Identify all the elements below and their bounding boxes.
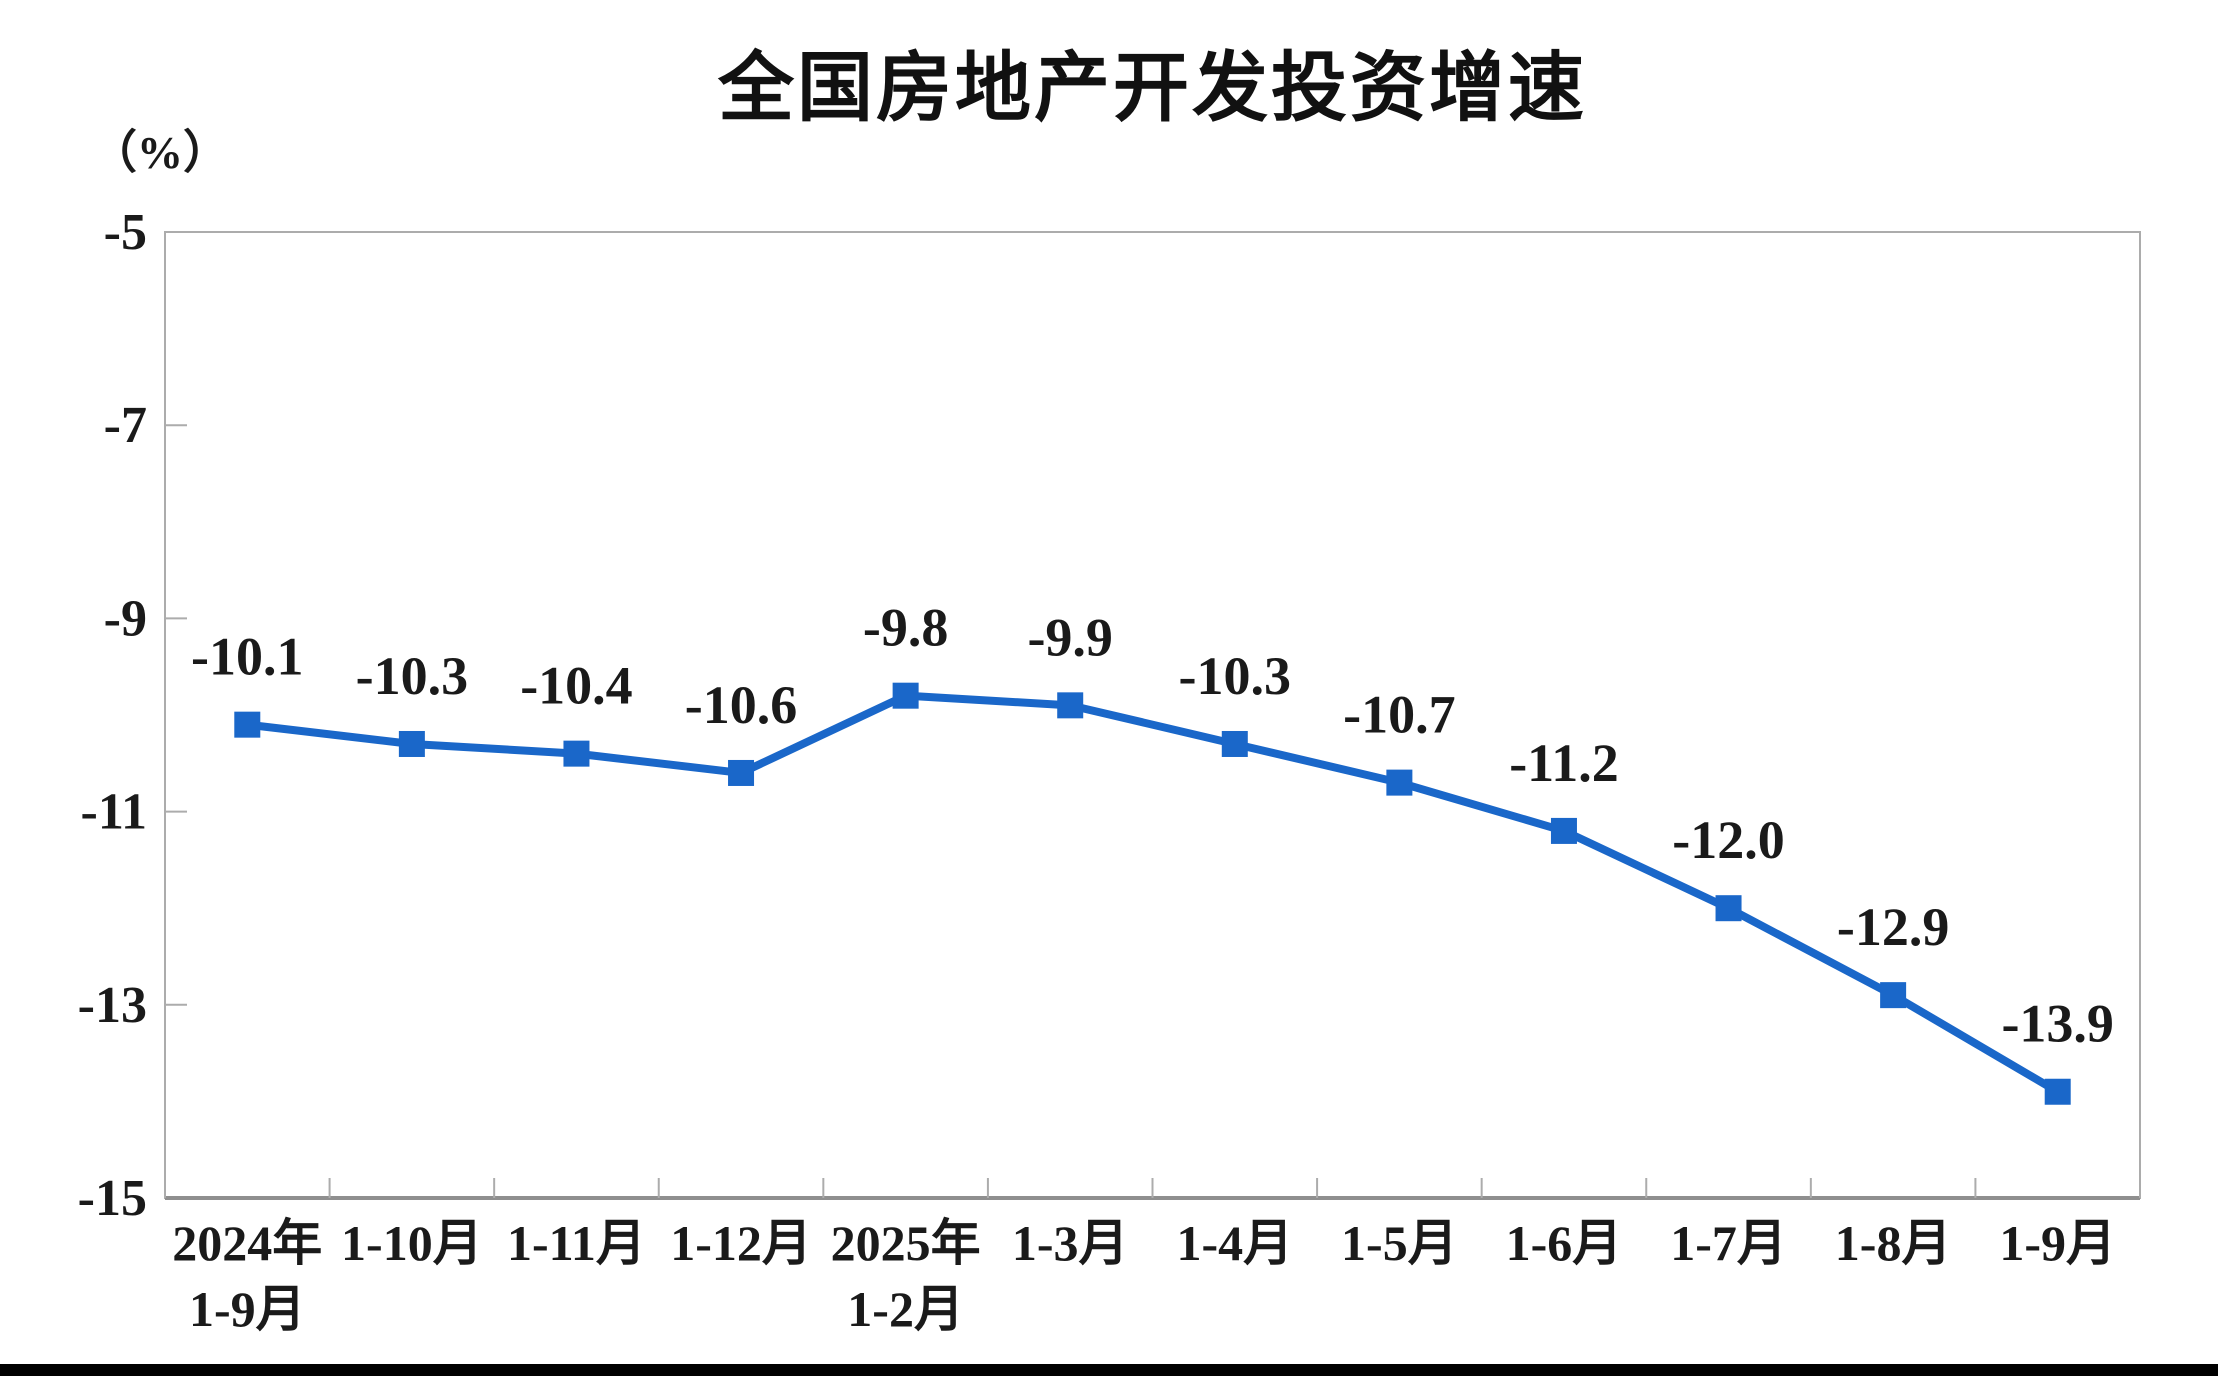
data-point-label: -12.9	[1837, 897, 1949, 957]
data-point-marker	[1221, 730, 1248, 757]
x-axis-tick-label: 2024年	[172, 1215, 322, 1271]
data-point-marker	[1880, 982, 1907, 1009]
y-axis-tick-label: -9	[104, 590, 147, 647]
data-point-marker	[892, 682, 919, 709]
x-axis-tick-label: 2025年	[831, 1215, 981, 1271]
data-point-marker	[563, 740, 590, 767]
series-line	[243, 691, 2062, 1096]
chart-title: 全国房地产开发投资增速	[718, 46, 1587, 131]
x-axis-tick-label: 1-3月	[1012, 1215, 1129, 1271]
x-axis-tick-label: 1-5月	[1341, 1215, 1458, 1271]
data-point-label: -10.3	[1179, 646, 1291, 706]
data-point-marker	[1057, 692, 1084, 719]
x-axis-tick-label: 1-8月	[1835, 1215, 1952, 1271]
x-axis-tick-label: 1-12月	[670, 1215, 812, 1271]
x-axis-tick-label: 1-10月	[341, 1215, 483, 1271]
data-point-marker	[2044, 1078, 2071, 1105]
data-point-label: -9.8	[863, 598, 948, 658]
data-point-marker	[728, 759, 755, 786]
x-axis-tick-label: 1-9月	[1999, 1215, 2116, 1271]
data-point-marker	[398, 730, 425, 757]
data-point-marker	[1715, 895, 1742, 922]
x-axis-tick-label: 1-7月	[1670, 1215, 1787, 1271]
x-axis-tick-label: 1-9月	[189, 1281, 306, 1337]
data-point-label: -12.0	[1672, 810, 1784, 870]
data-point-label: -10.6	[685, 675, 797, 735]
data-point-label: -10.3	[356, 646, 468, 706]
y-axis-tick-label: -13	[78, 977, 147, 1034]
data-point-label: -10.7	[1343, 685, 1455, 745]
y-axis-tick-label: -11	[81, 784, 147, 841]
x-axis-tick-label: 1-6月	[1506, 1215, 1623, 1271]
x-axis-tick-label: 1-11月	[507, 1215, 646, 1271]
data-point-label: -13.9	[2001, 994, 2113, 1054]
y-axis-tick-label: -15	[78, 1170, 147, 1227]
data-point-label: -11.2	[1509, 733, 1619, 793]
y-axis-tick-label: -7	[104, 397, 147, 454]
data-point-label: -9.9	[1027, 607, 1112, 667]
data-point-label: -10.4	[520, 656, 632, 716]
y-axis-unit-label: （%）	[91, 127, 229, 178]
bottom-black-bar	[0, 1364, 2218, 1376]
data-point-label: -10.1	[191, 627, 303, 687]
data-point-marker	[234, 711, 261, 738]
x-axis-tick-label: 1-4月	[1176, 1215, 1293, 1271]
y-axis-tick-label: -5	[104, 204, 147, 261]
plot-border	[164, 231, 2141, 1199]
x-axis-tick-label: 1-2月	[847, 1281, 964, 1337]
data-point-marker	[1386, 769, 1413, 796]
data-point-marker	[1550, 817, 1577, 844]
